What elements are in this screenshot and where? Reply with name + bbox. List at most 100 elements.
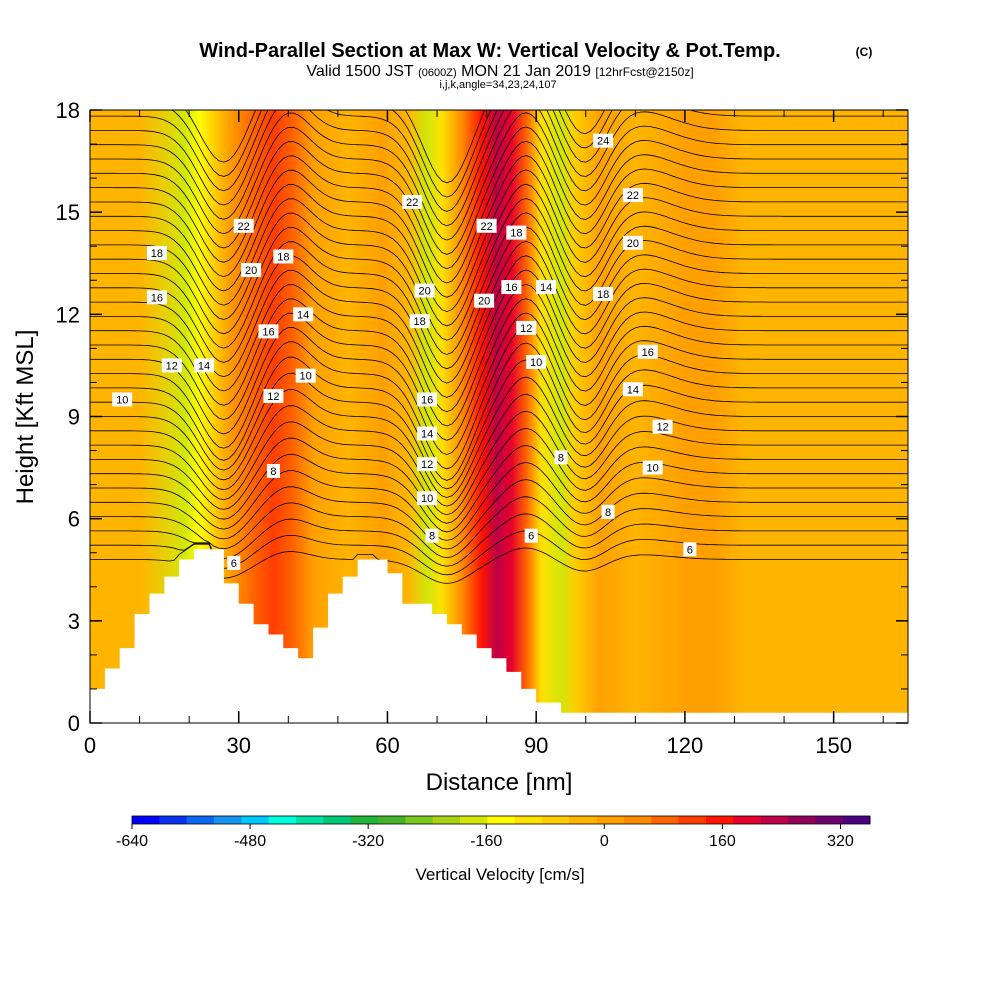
isentrope-label: 18 — [147, 246, 167, 260]
isentrope-label-text: 20 — [627, 238, 639, 250]
isentrope-label: 8 — [602, 505, 615, 519]
colorbar-swatch — [788, 816, 816, 824]
isentrope-label-text: 18 — [151, 248, 163, 260]
isentrope-label: 10 — [112, 392, 132, 406]
isentrope-label-text: 18 — [597, 289, 609, 301]
isentrope-label: 16 — [147, 290, 167, 304]
x-tick-label: 150 — [815, 733, 852, 758]
colorbar-swatch — [761, 816, 789, 824]
isentrope-label: 16 — [417, 392, 437, 406]
isentrope-label-text: 20 — [245, 265, 257, 277]
x-tick-label: 60 — [375, 733, 399, 758]
isentrope-label: 12 — [417, 457, 437, 471]
isentrope-label-text: 22 — [627, 190, 639, 202]
isentrope-label: 16 — [501, 280, 521, 294]
isentrope-label-text: 10 — [421, 493, 433, 505]
isentrope-label: 20 — [623, 236, 643, 250]
isentrope-label-text: 18 — [510, 228, 522, 240]
y-tick-label: 0 — [68, 711, 80, 736]
colorbar-swatch — [351, 816, 379, 824]
colorbar-swatch — [269, 816, 297, 824]
isentrope-label-text: 24 — [597, 136, 609, 148]
subtitle-fcst: [12hrFcst@2150z] — [595, 65, 693, 79]
isentrope-label: 12 — [516, 321, 536, 335]
isentrope-label-text: 16 — [505, 282, 517, 294]
isentrope-label-text: 10 — [116, 394, 128, 406]
colorbar-tick-label: 160 — [709, 833, 736, 850]
x-axis-label: Distance [nm] — [426, 769, 573, 796]
chart-svg: Wind-Parallel Section at Max W: Vertical… — [0, 0, 1000, 1000]
isentrope-label: 20 — [241, 263, 261, 277]
isentrope-label: 8 — [426, 529, 439, 543]
chart-root: { "chart_data": { "type": "heatmap", "ti… — [0, 0, 1000, 1000]
colorbar-tick-label: -320 — [352, 833, 384, 850]
isentrope-label: 16 — [258, 324, 278, 338]
isentrope-label-text: 14 — [421, 429, 433, 441]
subtitle-date: MON 21 Jan 2019 — [461, 63, 591, 80]
isentrope-label: 22 — [234, 219, 254, 233]
isentrope-label: 12 — [162, 358, 182, 372]
isentrope-label: 14 — [623, 382, 643, 396]
y-tick-label: 3 — [68, 609, 80, 634]
isentrope-label: 6 — [525, 529, 538, 543]
isentrope-label: 6 — [683, 542, 696, 556]
isentrope-label: 14 — [417, 427, 437, 441]
colorbar-swatch — [679, 816, 707, 824]
colorbar-swatch — [132, 816, 160, 824]
isentrope-label: 18 — [593, 287, 613, 301]
chart-title: Wind-Parallel Section at Max W: Vertical… — [199, 40, 780, 62]
isentrope-label-text: 20 — [419, 285, 431, 297]
isentrope-label-text: 12 — [656, 422, 668, 434]
isentrope-label-text: 6 — [528, 531, 534, 543]
colorbar-swatch — [323, 816, 351, 824]
isentrope-label: 18 — [273, 249, 293, 263]
colorbar-swatch — [159, 816, 187, 824]
isentrope-label-text: 16 — [421, 394, 433, 406]
colorbar-swatch — [405, 816, 433, 824]
x-tick-label: 90 — [524, 733, 548, 758]
colorbar-swatch — [433, 816, 461, 824]
colorbar-swatch — [515, 816, 543, 824]
isentrope-label-text: 22 — [238, 221, 250, 233]
isentrope-label: 8 — [267, 464, 280, 478]
colorbar-swatch — [706, 816, 734, 824]
colorbar-swatch — [187, 816, 215, 824]
subtitle-main: Valid 1500 JST — [306, 63, 414, 80]
isentrope-label-text: 10 — [647, 463, 659, 475]
colorbar-swatch — [597, 816, 625, 824]
isentrope-label-text: 8 — [429, 531, 435, 543]
isentrope-label-text: 12 — [166, 360, 178, 372]
isentrope-label: 22 — [477, 219, 497, 233]
isentrope-label-text: 8 — [270, 466, 276, 478]
colorbar-swatch — [651, 816, 679, 824]
x-tick-label: 30 — [226, 733, 250, 758]
isentrope-label: 18 — [410, 314, 430, 328]
y-axis-label: Height [Kft MSL] — [12, 330, 39, 505]
isentrope-label-text: 16 — [642, 347, 654, 359]
isentrope-label-text: 18 — [277, 251, 289, 263]
colorbar-swatch — [460, 816, 488, 824]
isentrope-label: 20 — [474, 294, 494, 308]
colorbar-tick-label: -160 — [470, 833, 502, 850]
colorbar-tick-label: -640 — [116, 833, 148, 850]
isentrope-label: 14 — [536, 280, 556, 294]
colorbar-swatch — [296, 816, 324, 824]
isentrope-label-text: 12 — [267, 391, 279, 403]
isentrope-label-text: 16 — [151, 292, 163, 304]
colorbar — [132, 816, 871, 824]
isentrope-label: 10 — [417, 491, 437, 505]
y-tick-label: 18 — [56, 98, 80, 123]
isentrope-label-text: 16 — [262, 326, 274, 338]
x-tick-label: 120 — [667, 733, 704, 758]
isentrope-label-text: 8 — [605, 507, 611, 519]
chart-title-suffix: (C) — [856, 45, 873, 59]
y-tick-label: 9 — [68, 405, 80, 430]
colorbar-label: Vertical Velocity [cm/s] — [415, 865, 584, 884]
x-tick-label: 0 — [84, 733, 96, 758]
colorbar-swatch — [487, 816, 515, 824]
isentrope-label-text: 8 — [558, 452, 564, 464]
colorbar-ticks: -640 -480 -320 -160 0 160 320 — [116, 824, 854, 850]
isentrope-label: 14 — [194, 358, 214, 372]
isentrope-label-text: 10 — [300, 371, 312, 383]
colorbar-swatch — [569, 816, 597, 824]
